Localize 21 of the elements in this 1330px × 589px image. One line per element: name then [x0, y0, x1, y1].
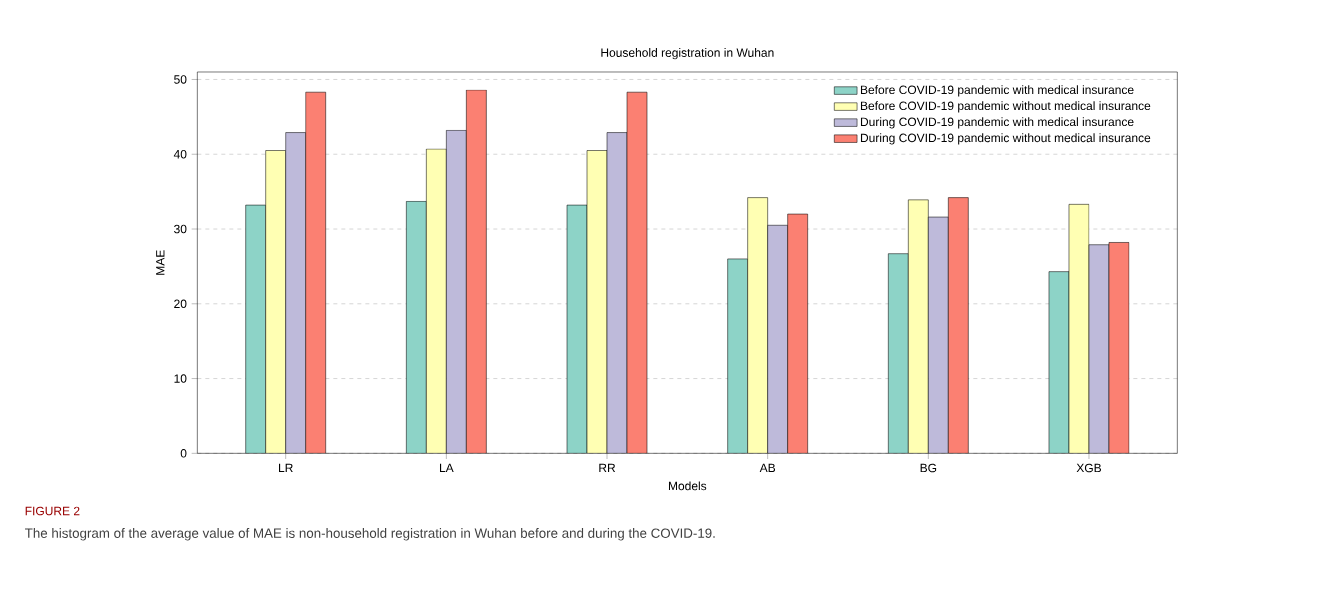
- legend-label: Before COVID-19 pandemic with medical insurance: [860, 85, 1134, 97]
- y-tick-label: 20: [174, 299, 187, 309]
- x-tick-label: RR: [599, 463, 616, 472]
- x-tick-label: LA: [440, 463, 454, 472]
- y-tick-label: 40: [173, 149, 187, 159]
- y-axis-title: MAE: [156, 250, 165, 275]
- caption: FIGURE 2: [25, 506, 80, 516]
- legend-label: During COVID-19 pandemic with medical insurance: [860, 117, 1134, 129]
- legend-label: Before COVID-19 pandemic without medical insurance: [860, 101, 1151, 113]
- y-tick-label: 0: [180, 449, 187, 458]
- text: The histogram of the average value of MAE is non-household registration in Wuhan before and during the COVID-19.: [25, 528, 715, 541]
- x-axis-title: Models: [668, 481, 707, 491]
- x-tick-label: XGB: [1076, 463, 1102, 473]
- legend-label: During COVID-19 pandemic without medical insurance: [860, 133, 1151, 145]
- x-tick-label: LR: [279, 463, 293, 472]
- y-tick-label: 50: [174, 75, 187, 84]
- x-tick-label: AB: [759, 463, 776, 472]
- y-tick-label: 10: [174, 374, 187, 383]
- x-tick-label: BG: [920, 463, 937, 473]
- y-tick-label: 30: [174, 224, 187, 234]
- chart-title: Household registration in Wuhan: [601, 48, 774, 60]
